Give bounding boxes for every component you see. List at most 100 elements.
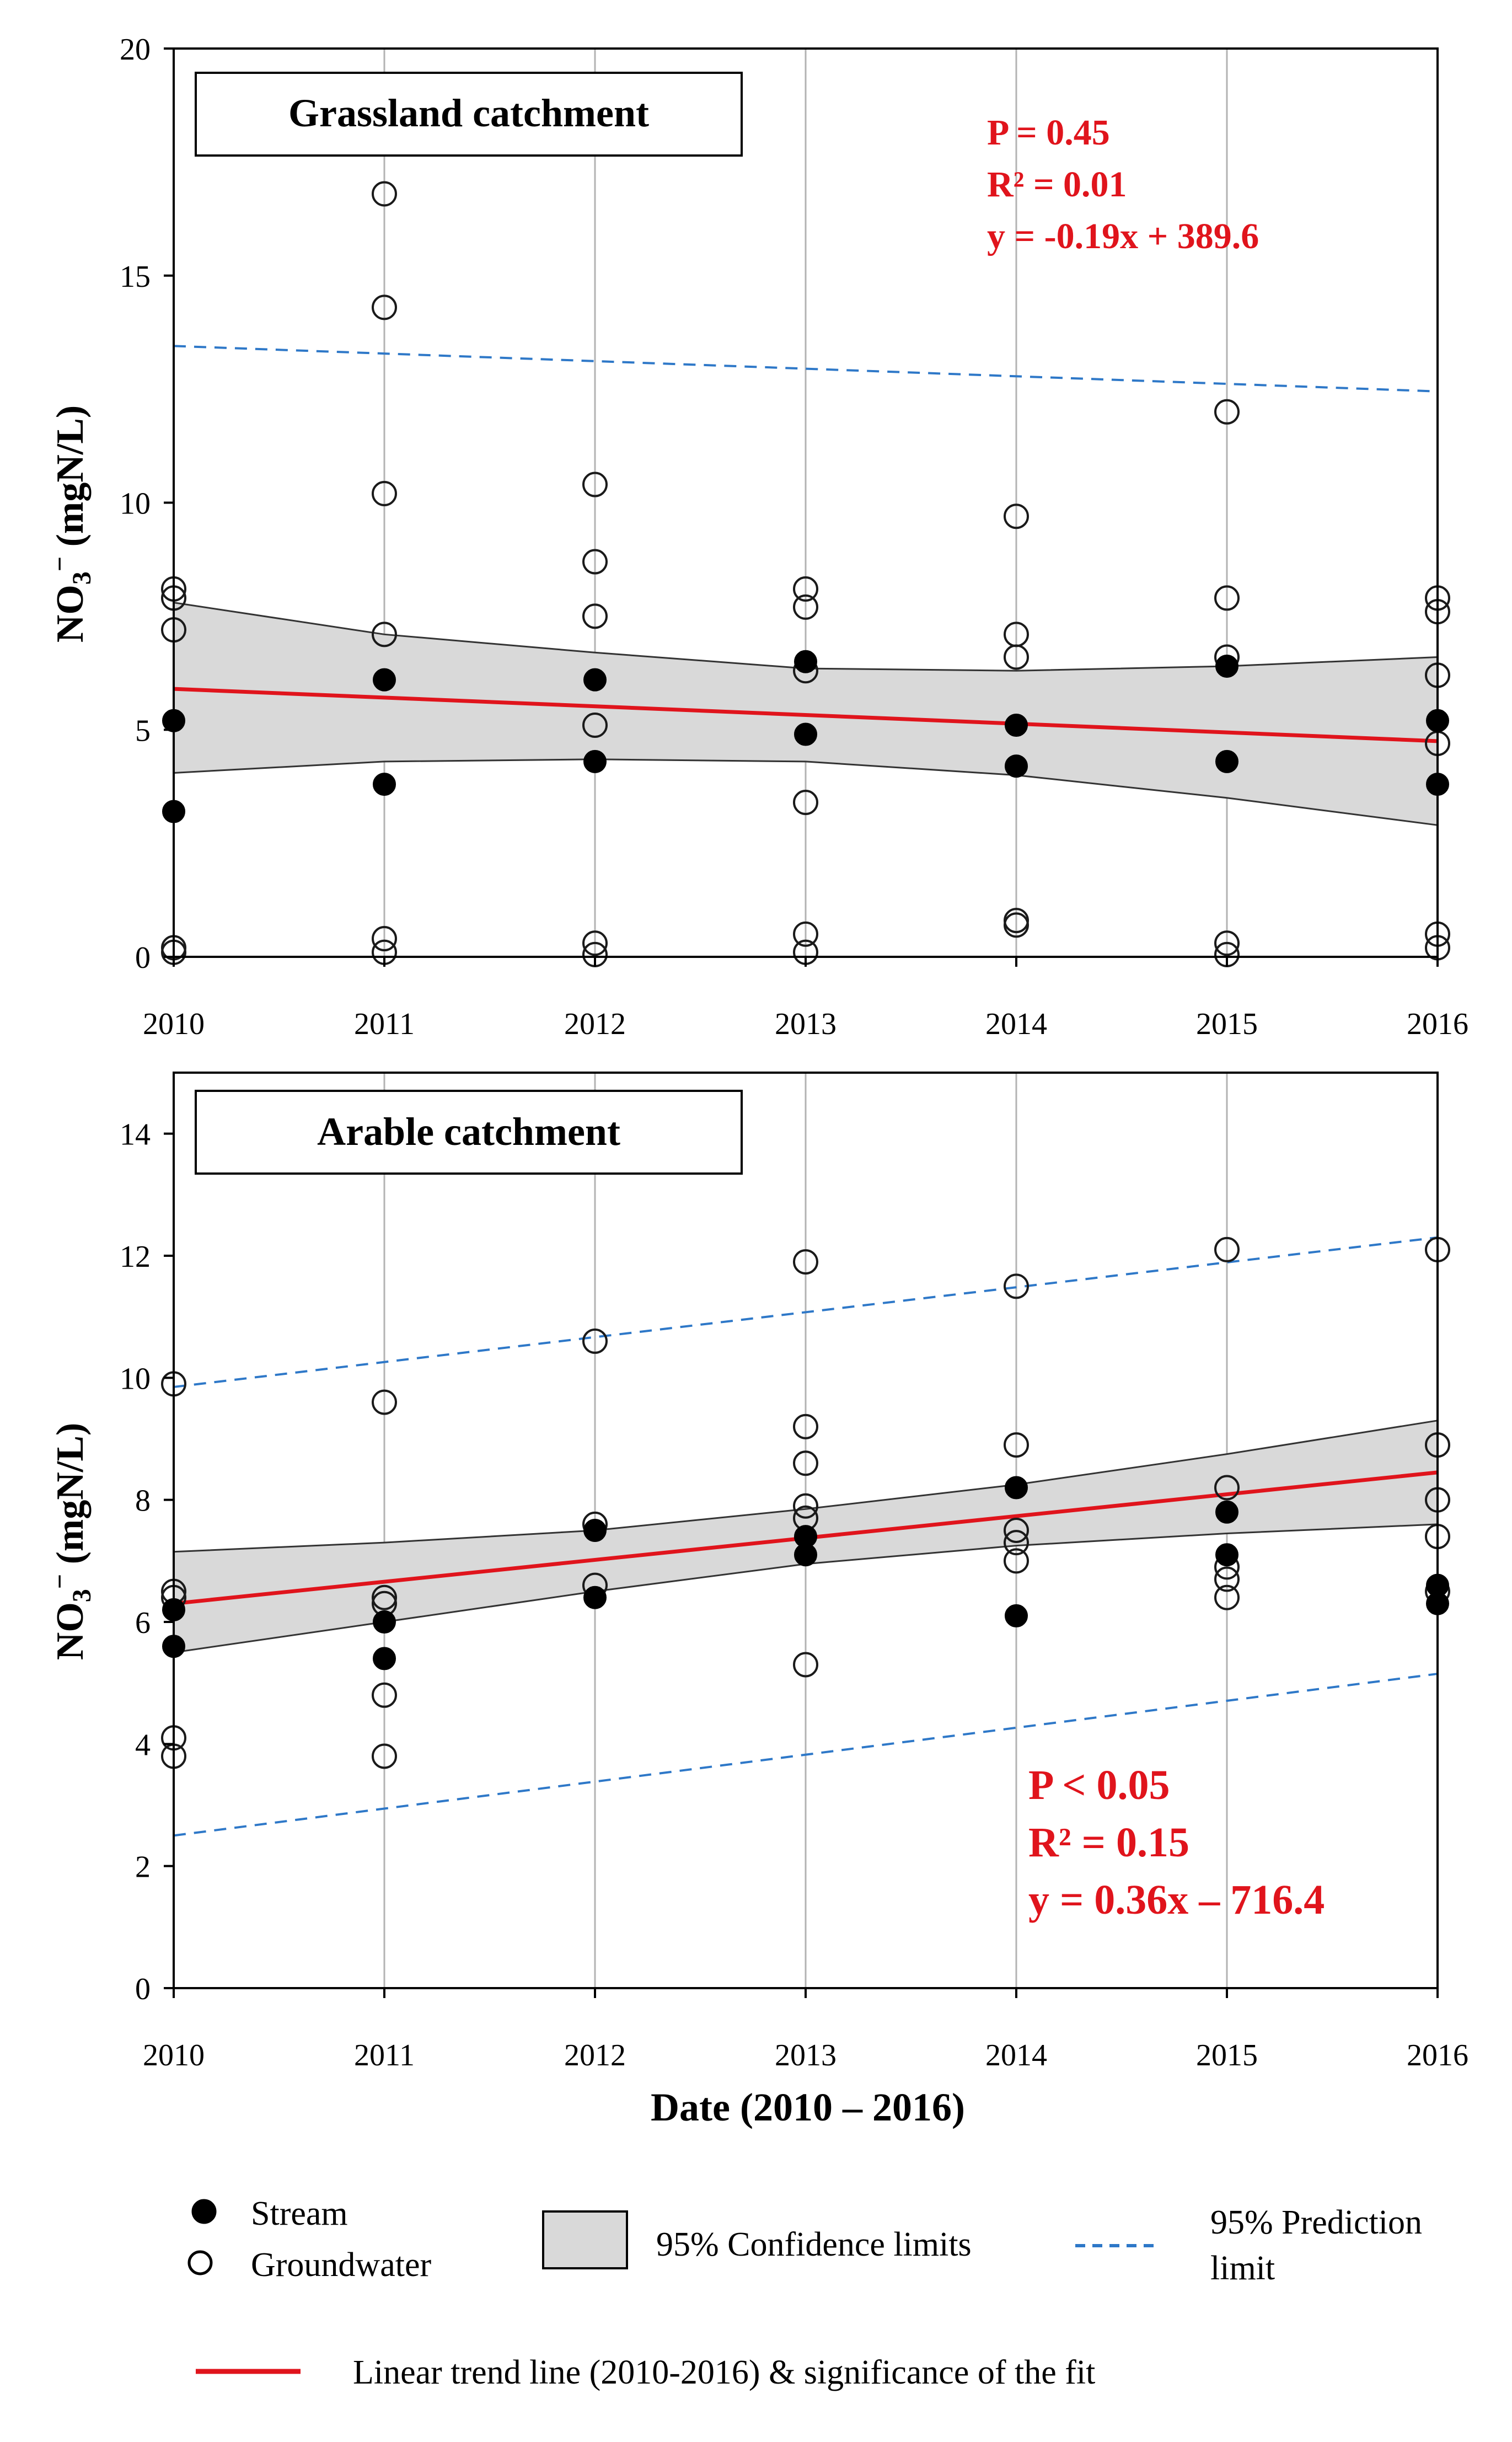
arable-x-tick-label: 2010 — [143, 2038, 205, 2073]
arable-groundwater-point — [372, 1743, 397, 1769]
arable-stream-point — [1005, 1604, 1028, 1627]
arable-y-tick-label: 4 — [135, 1728, 151, 1762]
arable-groundwater-point — [793, 1249, 818, 1275]
arable-stream-point — [583, 1586, 607, 1609]
grassland-title-box: Grassland catchment — [195, 72, 743, 157]
grassland-y-tick-label: 20 — [120, 33, 151, 67]
grassland-stream-point — [1005, 754, 1028, 778]
arable-x-tick-label: 2015 — [1196, 2038, 1258, 2073]
grassland-x-tick-label: 2016 — [1407, 1007, 1468, 1041]
grassland-groundwater-point — [793, 921, 818, 947]
grassland-stat-equation: y = -0.19x + 389.6 — [987, 216, 1259, 256]
arable-groundwater-point — [793, 1450, 818, 1476]
grassland-prediction-line-0 — [173, 345, 1438, 393]
legend-confidence-swatch — [542, 2210, 628, 2269]
grassland-grid — [383, 49, 1228, 957]
arable-prediction-line-1 — [173, 1673, 1438, 1837]
grassland-groundwater-point — [582, 603, 608, 629]
grassland-groundwater-point — [1214, 585, 1240, 611]
arable-y-tick-label: 2 — [135, 1850, 151, 1884]
arable-x-tick-label: 2013 — [775, 2038, 837, 2073]
grassland-panel: 0 5 10 15 20 2010 2011 2012 2013 2014 2015 2016 Gr… — [45, 33, 1468, 1041]
grassland-x-tick-label: 2013 — [775, 1007, 837, 1041]
arable-groundwater-point — [793, 1652, 818, 1678]
grassland-y-tick-label: 5 — [135, 714, 151, 748]
arable-y-tick-label: 12 — [120, 1240, 151, 1274]
grassland-y-tick-label: 15 — [120, 260, 151, 294]
grassland-stream-point — [1215, 749, 1238, 773]
grassland-y-label: NO3− (mgN/L) — [45, 405, 96, 642]
arable-groundwater-point — [372, 1682, 397, 1708]
arable-y-tick-label: 6 — [135, 1606, 151, 1640]
grassland-groundwater-point — [372, 481, 397, 507]
arable-stat-p: P < 0.05 — [1028, 1762, 1170, 1808]
grassland-confidence-lower — [173, 758, 1438, 826]
arable-x-tick-label: 2014 — [985, 2038, 1047, 2073]
arable-groundwater-point — [372, 1389, 397, 1415]
grassland-stream-point — [583, 749, 607, 773]
arable-stream-point — [373, 1610, 396, 1634]
arable-stat-equation: y = 0.36x – 716.4 — [1028, 1877, 1325, 1923]
arable-stream-point — [1005, 1476, 1028, 1500]
legend-trend-label: Linear trend line (2010-2016) & signific… — [353, 2354, 1095, 2391]
arable-groundwater-point — [372, 1584, 397, 1610]
grassland-x-tick-label: 2010 — [143, 1007, 205, 1041]
legend-stream-label: Stream — [251, 2195, 348, 2232]
legend-confidence-label: 95% Confidence limits — [656, 2226, 972, 2263]
grassland-y-tick-label: 10 — [120, 487, 151, 521]
arable-prediction-line-0 — [173, 1236, 1438, 1388]
grassland-y-tick-label: 0 — [135, 941, 151, 975]
legend-groundwater-marker — [187, 2250, 213, 2275]
grassland-groundwater-point — [1004, 912, 1029, 938]
arable-y-tick-label: 14 — [120, 1118, 151, 1152]
arable-y-ticks: 0 2 4 6 8 10 12 14 — [120, 1118, 174, 2006]
grassland-prediction-limits — [173, 345, 1438, 393]
arable-x-tick-label: 2012 — [564, 2038, 626, 2073]
arable-groundwater-point — [1004, 1548, 1029, 1574]
arable-y-tick-label: 0 — [135, 1972, 151, 2006]
grassland-x-ticks: 2010 2011 2012 2013 2014 2015 2016 — [143, 957, 1468, 1041]
arable-groundwater-point — [1004, 1530, 1029, 1556]
grassland-trend-line-path — [173, 687, 1438, 743]
arable-prediction-limits — [173, 1236, 1438, 1837]
arable-groundwater-point — [793, 1413, 818, 1439]
grassland-stream-point — [373, 773, 396, 796]
legend-prediction-label-2: limit — [1210, 2250, 1275, 2287]
grassland-groundwater-point — [1214, 930, 1240, 956]
arable-groundwater-point — [1214, 1584, 1240, 1610]
arable-groundwater-point — [1214, 1475, 1240, 1501]
grassland-x-tick-label: 2015 — [1196, 1007, 1258, 1041]
grassland-y-ticks: 0 5 10 15 20 — [120, 33, 174, 975]
arable-groundwater-point — [793, 1493, 818, 1519]
grassland-x-tick-label: 2011 — [354, 1007, 415, 1041]
arable-stream-point — [373, 1647, 396, 1670]
arable-groundwater-point — [1214, 1236, 1240, 1262]
arable-stream-point — [583, 1519, 607, 1542]
grassland-groundwater-point — [582, 930, 608, 956]
grassland-stats: P = 0.45 R² = 0.01 y = -0.19x + 389.6 — [987, 113, 1259, 256]
arable-y-label: NO3− (mgN/L) — [45, 1423, 96, 1660]
arable-stats: P < 0.05 R² = 0.15 y = 0.36x – 716.4 — [1028, 1762, 1325, 1923]
grassland-groundwater-point — [372, 926, 397, 952]
arable-groundwater-point — [1004, 1518, 1029, 1543]
arable-y-tick-label: 10 — [120, 1362, 151, 1396]
arable-stream-point — [1215, 1543, 1238, 1567]
grassland-groundwater-point — [793, 790, 818, 816]
grassland-title: Grassland catchment — [288, 91, 649, 135]
grassland-groundwater-point — [793, 576, 818, 602]
grassland-trend-line — [173, 687, 1438, 743]
grassland-stat-p: P = 0.45 — [987, 113, 1110, 153]
grassland-stream-point — [373, 668, 396, 692]
legend: Stream Groundwater 95% Confidence limits… — [187, 2195, 1422, 2391]
grassland-groundwater-point — [582, 549, 608, 575]
arable-stat-r2: R² = 0.15 — [1028, 1819, 1189, 1866]
arable-title-box: Arable catchment — [195, 1090, 743, 1175]
grassland-stream-point — [583, 668, 607, 692]
arable-groundwater-point — [1214, 1566, 1240, 1592]
grassland-groundwater-point — [372, 294, 397, 320]
grassland-x-tick-label: 2014 — [985, 1007, 1047, 1041]
x-axis-label: Date (2010 – 2016) — [651, 2085, 965, 2129]
grassland-groundwater-point — [1214, 399, 1240, 425]
grassland-groundwater-point — [582, 472, 608, 497]
